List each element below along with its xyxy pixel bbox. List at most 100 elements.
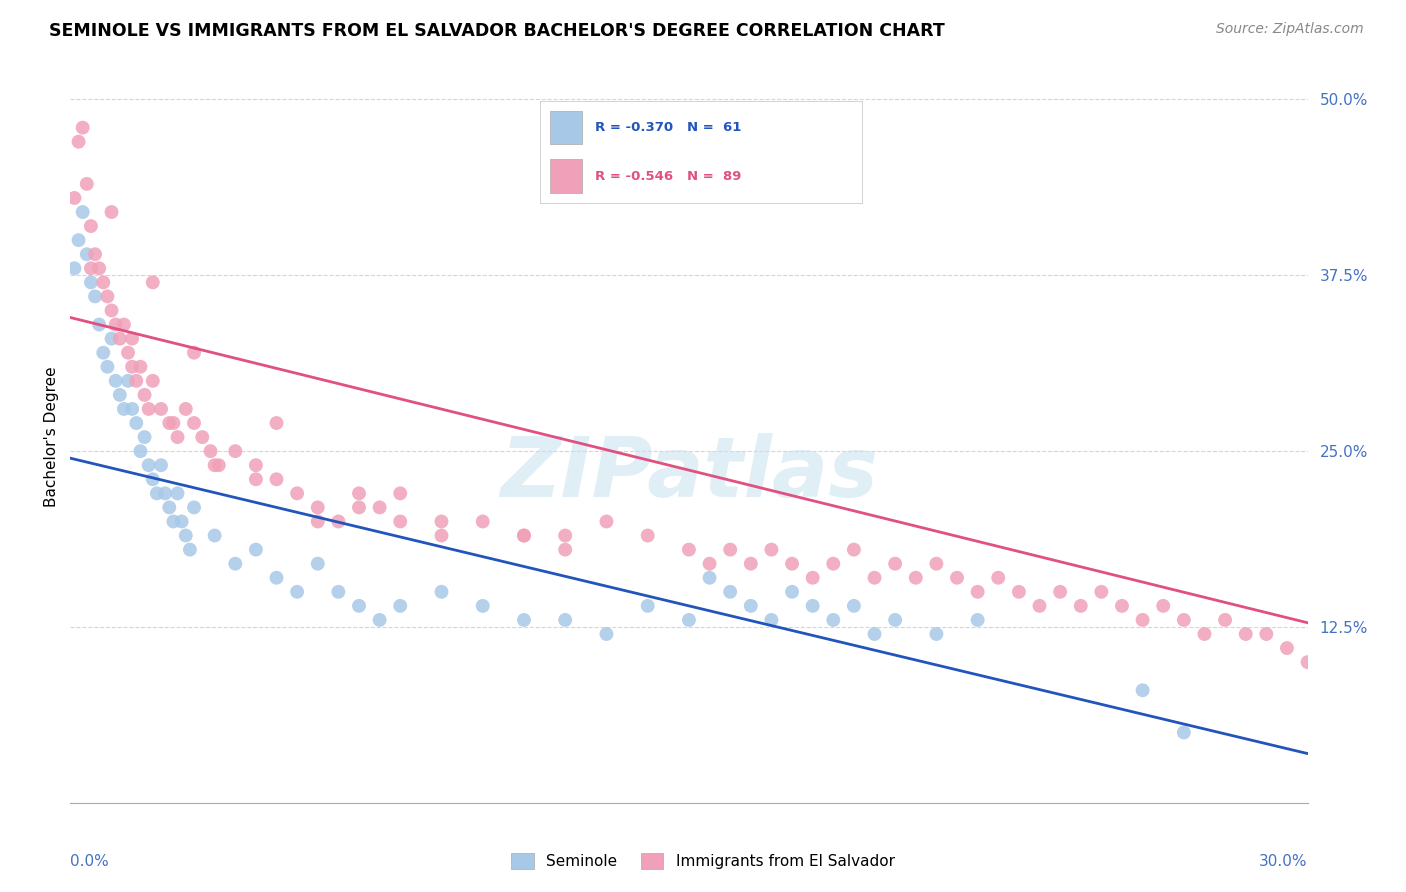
Point bbox=[84, 289, 107, 303]
Point bbox=[801, 599, 824, 613]
Point bbox=[761, 613, 783, 627]
Point bbox=[1173, 613, 1195, 627]
Point bbox=[966, 613, 988, 627]
Y-axis label: Bachelor's Degree: Bachelor's Degree bbox=[44, 367, 59, 508]
Point bbox=[208, 458, 231, 473]
Point bbox=[368, 500, 391, 515]
Point bbox=[471, 599, 494, 613]
Point bbox=[740, 599, 762, 613]
Point bbox=[63, 191, 86, 205]
Point bbox=[718, 542, 741, 557]
Point bbox=[125, 416, 148, 430]
Point bbox=[67, 135, 90, 149]
Point bbox=[204, 458, 226, 473]
Point bbox=[112, 318, 135, 332]
Point bbox=[637, 599, 659, 613]
Point bbox=[121, 401, 143, 416]
Point bbox=[554, 613, 576, 627]
Point bbox=[104, 374, 127, 388]
Point bbox=[80, 219, 103, 233]
Point bbox=[108, 388, 131, 402]
Point bbox=[946, 571, 969, 585]
Point bbox=[740, 557, 762, 571]
Point bbox=[884, 613, 907, 627]
Point bbox=[224, 557, 246, 571]
Point bbox=[125, 374, 148, 388]
Point bbox=[63, 261, 86, 276]
Point bbox=[150, 458, 173, 473]
Point bbox=[307, 500, 329, 515]
Point bbox=[430, 515, 453, 529]
Point bbox=[76, 177, 98, 191]
Point bbox=[150, 401, 173, 416]
Point bbox=[347, 599, 370, 613]
Text: 30.0%: 30.0% bbox=[1260, 854, 1308, 869]
Point bbox=[76, 247, 98, 261]
Point bbox=[884, 557, 907, 571]
Point bbox=[89, 318, 111, 332]
Point bbox=[1296, 655, 1319, 669]
Point bbox=[1049, 584, 1071, 599]
Point bbox=[595, 515, 617, 529]
Point bbox=[183, 416, 205, 430]
Point bbox=[72, 120, 94, 135]
Point bbox=[966, 584, 988, 599]
Point bbox=[513, 613, 536, 627]
Point bbox=[191, 430, 214, 444]
Point bbox=[1008, 584, 1031, 599]
Text: SEMINOLE VS IMMIGRANTS FROM EL SALVADOR BACHELOR'S DEGREE CORRELATION CHART: SEMINOLE VS IMMIGRANTS FROM EL SALVADOR … bbox=[49, 22, 945, 40]
Point bbox=[134, 430, 156, 444]
Point bbox=[430, 528, 453, 542]
Point bbox=[1234, 627, 1257, 641]
Point bbox=[430, 584, 453, 599]
Point bbox=[801, 571, 824, 585]
Point bbox=[80, 276, 103, 290]
Point bbox=[138, 401, 160, 416]
Point bbox=[166, 486, 188, 500]
Point bbox=[699, 571, 721, 585]
Point bbox=[100, 303, 122, 318]
Point bbox=[108, 332, 131, 346]
Point bbox=[266, 416, 288, 430]
Point bbox=[266, 571, 288, 585]
Point bbox=[224, 444, 246, 458]
Point bbox=[513, 528, 536, 542]
Point bbox=[925, 627, 948, 641]
Point bbox=[72, 205, 94, 219]
Point bbox=[183, 345, 205, 359]
Point bbox=[96, 359, 118, 374]
Point bbox=[285, 486, 308, 500]
Point bbox=[1132, 683, 1154, 698]
Point bbox=[104, 318, 127, 332]
Point bbox=[699, 557, 721, 571]
Point bbox=[117, 374, 139, 388]
Point bbox=[157, 500, 180, 515]
Point bbox=[142, 374, 165, 388]
Point bbox=[987, 571, 1010, 585]
Point bbox=[1070, 599, 1092, 613]
Point bbox=[1111, 599, 1133, 613]
Point bbox=[91, 276, 114, 290]
Point bbox=[1213, 613, 1236, 627]
Point bbox=[170, 515, 193, 529]
Point bbox=[389, 515, 412, 529]
Point bbox=[842, 599, 865, 613]
Point bbox=[1173, 725, 1195, 739]
Point bbox=[307, 515, 329, 529]
Point bbox=[863, 627, 886, 641]
Point bbox=[780, 557, 803, 571]
Point bbox=[174, 401, 197, 416]
Point bbox=[761, 542, 783, 557]
Point bbox=[513, 528, 536, 542]
Point bbox=[266, 472, 288, 486]
Point bbox=[678, 613, 700, 627]
Point bbox=[174, 528, 197, 542]
Point bbox=[245, 472, 267, 486]
Point bbox=[100, 332, 122, 346]
Point bbox=[80, 261, 103, 276]
Point bbox=[129, 359, 152, 374]
Point bbox=[637, 528, 659, 542]
Point bbox=[863, 571, 886, 585]
Point bbox=[162, 416, 184, 430]
Point bbox=[718, 584, 741, 599]
